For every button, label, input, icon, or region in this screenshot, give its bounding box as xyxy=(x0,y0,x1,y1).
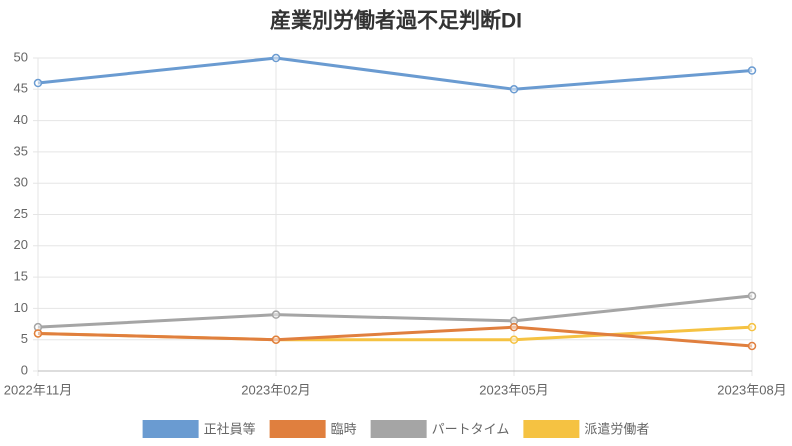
y-tick-label: 15 xyxy=(14,269,28,284)
data-point xyxy=(747,291,757,301)
y-tick-label: 5 xyxy=(21,331,28,346)
data-point xyxy=(33,78,43,88)
legend-swatch xyxy=(142,420,199,438)
x-tick-label: 2023年05月 xyxy=(479,382,548,397)
data-point xyxy=(271,53,281,63)
legend-swatch xyxy=(370,420,427,438)
legend-label: 臨時 xyxy=(331,421,357,436)
data-point xyxy=(747,66,757,75)
y-tick-label: 35 xyxy=(14,143,28,158)
legend-swatch xyxy=(269,420,326,438)
x-tick-label: 2023年02月 xyxy=(241,382,310,397)
legend-label: 正社員等 xyxy=(204,421,256,436)
data-point xyxy=(747,322,757,332)
legend-swatch xyxy=(523,420,580,438)
y-tick-label: 20 xyxy=(14,237,28,252)
y-tick-label: 50 xyxy=(14,49,28,64)
legend: 正社員等 臨時 パートタイム 派遣労働者 xyxy=(142,420,649,438)
x-tick-label: 2022年11月 xyxy=(4,382,72,397)
data-point xyxy=(271,310,281,319)
y-tick-label: 30 xyxy=(14,175,28,190)
y-tick-label: 45 xyxy=(14,81,28,96)
y-tick-label: 10 xyxy=(14,300,28,315)
series-line xyxy=(37,294,753,329)
y-tick-label: 40 xyxy=(14,112,28,127)
data-point xyxy=(271,335,281,344)
data-point xyxy=(509,335,519,344)
data-point xyxy=(747,341,757,351)
data-point xyxy=(33,329,43,338)
series-line xyxy=(37,325,753,348)
y-tick-label: 0 xyxy=(21,362,28,377)
data-point xyxy=(509,85,519,94)
x-tick-label: 2023年08月 xyxy=(717,382,786,397)
legend-label: 派遣労働者 xyxy=(584,421,649,436)
series-line xyxy=(37,56,753,91)
data-point xyxy=(509,322,519,332)
y-tick-label: 25 xyxy=(14,206,28,221)
legend-label: パートタイム xyxy=(432,421,510,436)
chart-title: 産業別労働者過不足判断DI xyxy=(270,9,522,33)
